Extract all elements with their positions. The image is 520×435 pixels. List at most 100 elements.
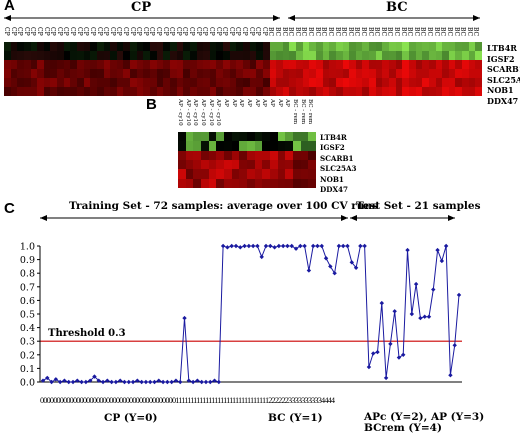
- heatmap-cell: [242, 78, 250, 87]
- column-label: AP: [230, 99, 237, 107]
- heatmap-cell: [296, 69, 303, 78]
- heatmap-cell: [329, 78, 336, 87]
- data-point: [130, 379, 136, 385]
- heatmap-cell: [193, 159, 201, 170]
- heatmap-cell: [442, 69, 449, 78]
- heatmap-cell: [239, 141, 247, 151]
- heatmap-cell: [455, 69, 463, 78]
- column-label: CP: [22, 27, 30, 36]
- heatmap-cell: [103, 69, 111, 78]
- heatmap-cell: [103, 60, 111, 69]
- heatmap-cell: [90, 69, 97, 78]
- heatmap-cell: [468, 51, 476, 60]
- heatmap-cell: [4, 69, 11, 78]
- heatmap-cell: [169, 87, 177, 96]
- heatmap-cell: [30, 87, 38, 96]
- data-point: [388, 341, 393, 347]
- heatmap-cell: [83, 69, 91, 78]
- heatmap-cell: [37, 87, 44, 96]
- heatmap-cell: [189, 87, 197, 96]
- heatmap-cell: [90, 78, 97, 87]
- heatmap-cell: [37, 60, 44, 69]
- heatmap-cell: [455, 60, 463, 69]
- heatmap-cell: [342, 60, 350, 69]
- heatmap-cell: [395, 42, 403, 51]
- heatmap-cell: [176, 60, 184, 69]
- data-point: [156, 378, 161, 383]
- y-tick-label: 0.3: [20, 337, 35, 348]
- heatmap-cell: [216, 141, 224, 151]
- heatmap-cell: [428, 78, 436, 87]
- heatmap-cell: [442, 60, 449, 69]
- data-point: [203, 379, 209, 385]
- heatmap-cell: [70, 60, 78, 69]
- data-point: [452, 343, 457, 348]
- heatmap-cell: [189, 42, 197, 51]
- heatmap-cell: [176, 51, 184, 60]
- heatmap-cell: [63, 51, 71, 60]
- heatmap-cell: [169, 51, 177, 60]
- heatmap-cell: [308, 169, 316, 179]
- data-point: [75, 378, 80, 383]
- heatmap-cell: [282, 69, 290, 78]
- heatmap-cell: [57, 51, 64, 60]
- data-point: [139, 379, 144, 385]
- heatmap-cell: [156, 78, 164, 87]
- heatmap-cell: [236, 51, 243, 60]
- heatmap-cell: [468, 60, 476, 69]
- heatmap-cell: [189, 60, 197, 69]
- heatmap-cell: [395, 69, 403, 78]
- heatmap-cell: [402, 87, 409, 96]
- heatmap-cell: [369, 87, 376, 96]
- heatmap-cell: [136, 78, 144, 87]
- data-point: [319, 243, 324, 249]
- data-point: [302, 243, 307, 249]
- heatmap-cell: [43, 87, 51, 96]
- heatmap-cell: [402, 69, 409, 78]
- heatmap-cell: [116, 51, 124, 60]
- heatmap-cell: [150, 60, 157, 69]
- data-point: [135, 378, 140, 383]
- heatmap-cell: [292, 178, 301, 188]
- heatmap-cell: [462, 78, 469, 87]
- heatmap-cell: [10, 78, 18, 87]
- heatmap-cell: [23, 51, 31, 60]
- heatmap-cell: [316, 69, 323, 78]
- heatmap-cell: [163, 51, 170, 60]
- heatmap-cell: [136, 60, 144, 69]
- heatmap-cell: [96, 51, 104, 60]
- heatmap-cell: [316, 87, 323, 96]
- heatmap-cell: [236, 69, 243, 78]
- heatmap-cell: [156, 60, 164, 69]
- heatmap-cell: [455, 78, 463, 87]
- y-tick-label: 0.7: [20, 282, 35, 293]
- heatmap-cell: [223, 141, 232, 151]
- heatmap-cell: [150, 42, 157, 51]
- heatmap-cell: [223, 150, 232, 160]
- heatmap-cell: [349, 69, 356, 78]
- heatmap-cell: [316, 78, 323, 87]
- heatmap-cell: [256, 78, 263, 87]
- heatmap-cell: [4, 51, 11, 60]
- heatmap-cell: [23, 42, 31, 51]
- heatmap-cell: [200, 159, 209, 170]
- column-label: AP - cy10: [177, 99, 184, 126]
- heatmap-cell: [193, 169, 201, 179]
- heatmap-cell: [389, 60, 396, 69]
- heatmap-cell: [196, 69, 204, 78]
- heatmap-cell: [169, 60, 177, 69]
- heatmap-cell: [309, 87, 317, 96]
- data-point: [40, 378, 46, 383]
- heatmap-cell: [189, 69, 197, 78]
- heatmap-cell: [43, 60, 51, 69]
- heatmap-cell: [10, 69, 18, 78]
- heatmap-cell: [246, 132, 255, 142]
- heatmap-cell: [395, 51, 403, 60]
- column-label: CP: [69, 27, 77, 36]
- heatmap-cell: [57, 69, 64, 78]
- heatmap-cell: [262, 150, 270, 160]
- heatmap-cell: [17, 42, 24, 51]
- heatmap-cell: [382, 87, 390, 96]
- heatmap-cell: [415, 60, 423, 69]
- heatmap-cell: [254, 150, 263, 160]
